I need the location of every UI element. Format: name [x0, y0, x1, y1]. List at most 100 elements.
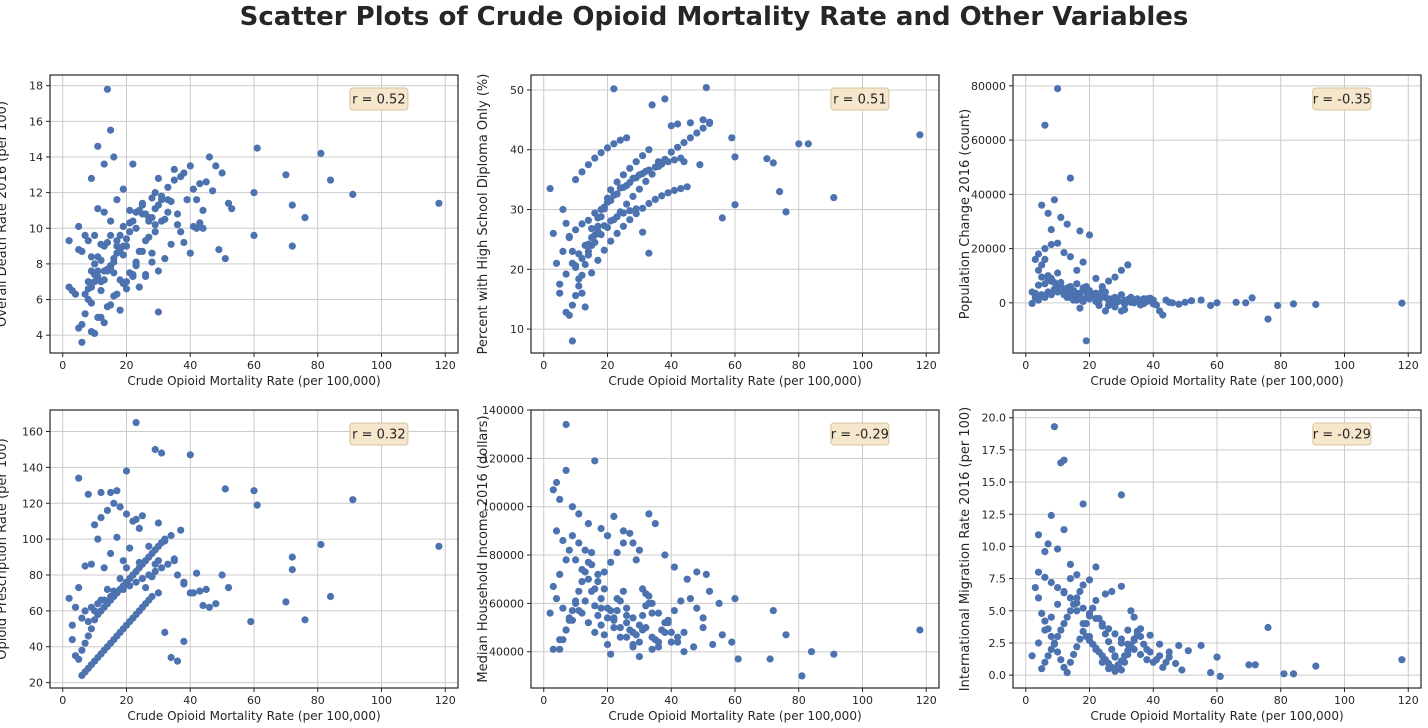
data-point [301, 214, 309, 222]
data-point [1140, 640, 1148, 648]
data-point [167, 197, 175, 206]
data-point [651, 195, 659, 203]
axes-frame [49, 409, 459, 689]
data-point [138, 575, 146, 583]
data-point [148, 592, 156, 601]
data-point [715, 599, 723, 608]
data-point [173, 210, 182, 218]
x-tick-label: 100 [371, 694, 392, 707]
data-point [68, 636, 76, 644]
x-tick-label: 20 [1083, 694, 1097, 707]
data-point [1054, 584, 1062, 592]
data-point [180, 238, 188, 247]
data-point [600, 246, 608, 254]
data-point [1105, 638, 1113, 646]
data-point [731, 153, 739, 161]
data-point [253, 144, 261, 152]
y-tick-label: 0.0 [989, 669, 1007, 682]
data-point [71, 603, 80, 611]
data-point [1034, 296, 1043, 304]
data-point [1232, 298, 1240, 306]
data-point [734, 655, 742, 663]
data-point [1047, 645, 1055, 654]
data-point [1124, 261, 1132, 269]
y-tick-label: 12.5 [982, 508, 1007, 521]
data-point [84, 632, 92, 640]
x-tick-label: 40 [664, 359, 678, 372]
data-point [250, 231, 258, 239]
data-point [677, 154, 685, 162]
data-point [87, 603, 95, 611]
data-point [81, 607, 89, 615]
data-point [107, 549, 115, 558]
data-point [705, 587, 714, 595]
data-point [1089, 604, 1097, 612]
data-point [731, 595, 739, 603]
data-point [78, 338, 86, 346]
data-point [110, 258, 118, 266]
data-point [288, 553, 296, 561]
data-point [626, 529, 634, 537]
data-point [546, 185, 554, 193]
data-point [597, 149, 605, 157]
data-point [591, 602, 599, 610]
y-tick-label: 60 [29, 605, 43, 618]
data-point [1054, 288, 1062, 296]
data-point [186, 249, 194, 257]
data-point [1076, 304, 1084, 312]
data-point [158, 449, 166, 457]
y-tick-label: 120000 [482, 452, 524, 465]
data-point [1066, 607, 1074, 615]
data-point [1070, 650, 1078, 659]
data-point [1274, 301, 1282, 310]
data-point [830, 194, 838, 202]
data-point [572, 597, 580, 605]
data-point [1162, 658, 1170, 666]
data-point [1044, 209, 1052, 217]
data-point [135, 206, 143, 214]
data-point [645, 510, 653, 518]
data-point [575, 275, 583, 283]
data-point [581, 546, 589, 554]
data-point [600, 585, 608, 593]
data-point [804, 140, 812, 148]
data-point [1079, 604, 1087, 612]
data-point [1105, 625, 1113, 633]
data-point [126, 219, 134, 227]
data-point [1111, 667, 1119, 675]
data-point [670, 563, 679, 571]
data-point [126, 206, 134, 214]
y-tick-label: 80 [29, 569, 43, 582]
data-point [693, 129, 701, 137]
data-point [610, 512, 618, 521]
data-point [575, 250, 583, 258]
data-point [562, 466, 570, 474]
data-point [170, 165, 178, 173]
data-point [1054, 648, 1062, 656]
data-point [158, 196, 166, 204]
data-point [645, 146, 653, 154]
y-tick-label: 160 [22, 426, 43, 439]
data-point [282, 171, 290, 179]
data-point [119, 242, 127, 250]
data-point [626, 216, 634, 224]
data-point [1070, 291, 1078, 299]
x-tick-label: 100 [1334, 359, 1355, 372]
data-point [161, 255, 169, 263]
data-point [81, 310, 89, 318]
y-tick-label: 100000 [482, 501, 524, 514]
data-point [75, 584, 83, 592]
data-point [75, 324, 83, 332]
data-point [575, 510, 583, 518]
data-point [588, 234, 596, 242]
data-point [1041, 245, 1049, 253]
data-point [1146, 631, 1154, 639]
data-point [1289, 300, 1298, 308]
data-point [87, 174, 95, 182]
data-point [1165, 653, 1173, 661]
data-point [1054, 632, 1062, 641]
data-point [1079, 258, 1087, 266]
data-point [693, 604, 701, 612]
data-point [100, 160, 108, 168]
data-point [167, 531, 175, 540]
